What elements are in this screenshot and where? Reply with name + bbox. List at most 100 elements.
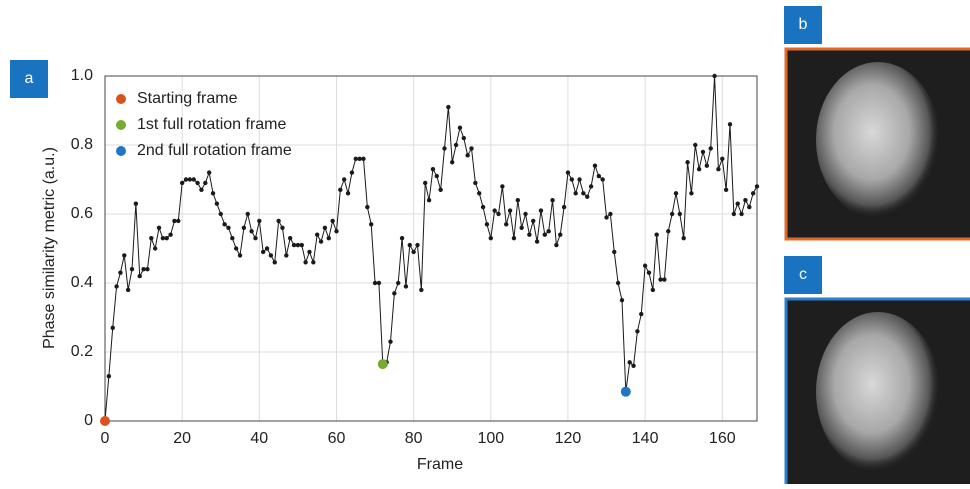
data-point	[192, 177, 196, 181]
data-point	[481, 205, 485, 209]
data-point	[651, 288, 655, 292]
page: {"chart_data": {"type": "line", "x_label…	[0, 0, 970, 484]
y-tick-label: 0	[84, 412, 93, 429]
data-point	[330, 219, 334, 223]
data-point	[292, 243, 296, 247]
x-tick-label: 0	[101, 430, 110, 447]
data-point	[712, 74, 716, 78]
data-point	[597, 174, 601, 178]
data-point	[354, 157, 358, 161]
panel-c-image	[786, 299, 970, 484]
data-point	[523, 212, 527, 216]
data-point	[350, 170, 354, 174]
x-tick-label: 140	[632, 430, 659, 447]
data-point	[566, 170, 570, 174]
data-point	[631, 364, 635, 368]
data-point	[215, 201, 219, 205]
data-point	[149, 236, 153, 240]
data-point	[207, 170, 211, 174]
data-point	[338, 188, 342, 192]
data-point	[118, 270, 122, 274]
data-point	[755, 184, 759, 188]
data-point	[311, 260, 315, 264]
data-point	[408, 243, 412, 247]
data-point	[577, 177, 581, 181]
data-point	[685, 160, 689, 164]
data-point	[126, 288, 130, 292]
data-point	[157, 226, 161, 230]
legend-marker	[116, 120, 126, 130]
data-point	[222, 222, 226, 226]
data-point	[431, 167, 435, 171]
data-point	[593, 164, 597, 168]
data-point	[265, 246, 269, 250]
data-point	[546, 229, 550, 233]
data-point	[616, 281, 620, 285]
data-point	[736, 201, 740, 205]
data-point	[658, 277, 662, 281]
data-point	[195, 181, 199, 185]
x-tick-label: 20	[173, 430, 191, 447]
data-point	[134, 201, 138, 205]
data-point	[662, 277, 666, 281]
data-point	[130, 267, 134, 271]
data-point	[161, 236, 165, 240]
data-point	[442, 146, 446, 150]
data-point	[141, 267, 145, 271]
data-point	[400, 236, 404, 240]
data-point	[373, 281, 377, 285]
data-point	[469, 146, 473, 150]
data-point	[284, 253, 288, 257]
data-point	[489, 236, 493, 240]
y-tick-label: 0.6	[71, 205, 93, 222]
data-point	[458, 126, 462, 130]
data-point	[226, 226, 230, 230]
legend-marker	[116, 146, 126, 156]
chart: a b c Frame Phase similarity metric (a.u…	[0, 0, 970, 484]
x-tick-label: 40	[250, 430, 268, 447]
data-point	[627, 360, 631, 364]
data-point	[573, 191, 577, 195]
data-point	[516, 198, 520, 202]
data-point	[485, 222, 489, 226]
data-point	[276, 219, 280, 223]
data-point	[635, 329, 639, 333]
data-point	[342, 177, 346, 181]
data-point	[219, 212, 223, 216]
data-point	[365, 205, 369, 209]
data-point	[145, 267, 149, 271]
data-point	[176, 219, 180, 223]
data-point	[423, 181, 427, 185]
data-point	[500, 184, 504, 188]
y-axis-label: Phase similarity metric (a.u.)	[41, 147, 58, 349]
data-point	[315, 233, 319, 237]
data-point	[465, 153, 469, 157]
data-point	[589, 184, 593, 188]
legend-marker	[116, 94, 126, 104]
data-point	[728, 122, 732, 126]
data-point	[689, 191, 693, 195]
data-point	[153, 246, 157, 250]
data-point	[600, 177, 604, 181]
data-point	[296, 243, 300, 247]
data-point	[357, 157, 361, 161]
highlight-point	[100, 416, 110, 426]
data-point	[554, 243, 558, 247]
data-point	[620, 298, 624, 302]
data-point	[122, 253, 126, 257]
data-point	[732, 212, 736, 216]
data-point	[203, 181, 207, 185]
data-point	[739, 212, 743, 216]
data-point	[246, 212, 250, 216]
data-point	[446, 105, 450, 109]
data-point	[427, 198, 431, 202]
data-point	[519, 226, 523, 230]
data-point	[743, 198, 747, 202]
data-point	[604, 215, 608, 219]
data-point	[581, 191, 585, 195]
data-point	[435, 174, 439, 178]
data-point	[450, 160, 454, 164]
data-point	[184, 177, 188, 181]
data-point	[230, 236, 234, 240]
data-point	[303, 260, 307, 264]
